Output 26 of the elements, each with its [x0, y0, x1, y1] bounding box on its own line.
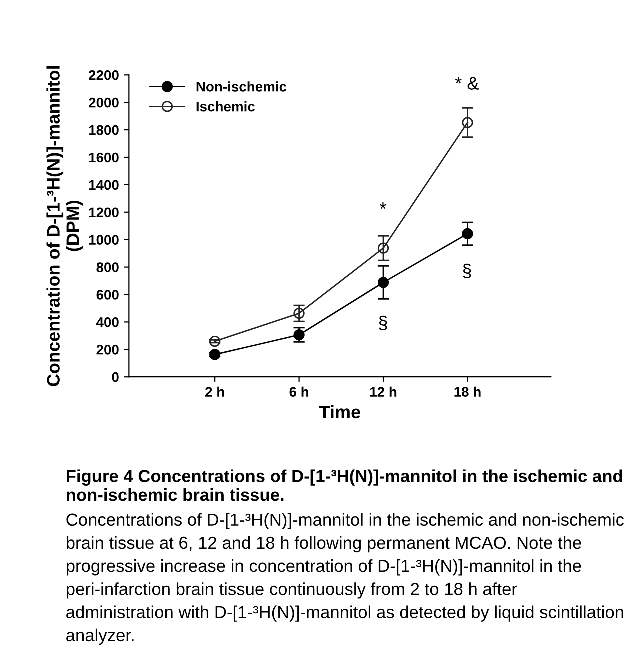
annotation: *	[380, 202, 386, 210]
y-tick-label: 1400	[89, 180, 119, 190]
y-tick-label: 0	[112, 372, 119, 382]
y-tick-label: 2000	[89, 98, 119, 108]
x-tick-label: 6 h	[290, 386, 308, 398]
annotation: * &	[455, 77, 479, 90]
y-tick-label: 800	[96, 262, 119, 272]
annotation: §	[463, 264, 472, 279]
y-axis-title: Concentration of D-[1-³H(N)]-mannitol (DPM)	[46, 66, 83, 386]
y-tick-label: 200	[96, 344, 119, 355]
annotation: §	[379, 316, 388, 330]
text: Concentrations of D-[1-³H(N)]-mannitol in the ischemic and non-ischemic brain tissue at 6, 12 and 18 h following permanent MCAO. Note the progressive increase in concentration of D-[1-³H(N)]-mannitol in the peri-infarction brain tissue continuously from 2 to 18 h after administration with D-[1-³H(N)]-mannitol as detected by liquid scintillation analyzer.	[66, 513, 624, 646]
legend-label: Non-ischemic	[196, 82, 287, 92]
y-tick-label: 1600	[89, 152, 119, 163]
y-tick-label: 1800	[89, 125, 119, 136]
x-tick-label: 2 h	[206, 386, 224, 397]
legend-label: Ischemic	[196, 102, 255, 112]
y-tick-label: 1000	[89, 235, 119, 246]
y-tick-label: 600	[96, 290, 119, 300]
x-tick-label: 12 h	[370, 386, 397, 397]
x-tick-label: 18 h	[454, 386, 481, 398]
y-tick-label: 2200	[89, 70, 119, 80]
caption: Figure 4 Concentrations of D-[1-³H(N)]-mannitol in the ischemic and non-ischemic brain tissue.	[66, 470, 622, 502]
x-axis-title: Time	[319, 405, 360, 419]
y-tick-label: 1200	[89, 208, 119, 218]
y-tick-label: 400	[96, 318, 119, 328]
